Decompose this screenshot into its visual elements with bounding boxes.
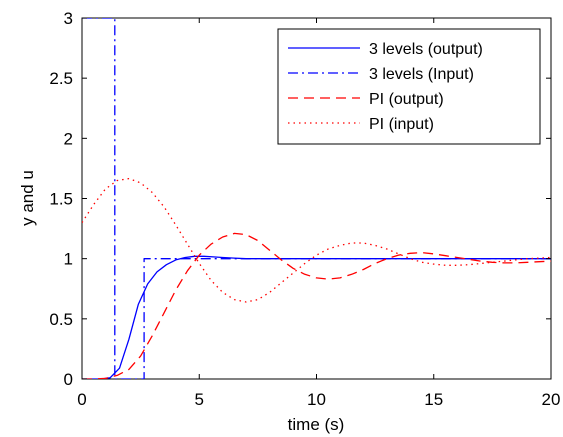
legend-label-2: 3 levels (Input) [369,66,474,83]
legend-label-4: PI (input) [369,116,434,133]
legend: 3 levels (output) 3 levels (Input) PI (out… [277,28,541,145]
legend-label-1: 3 levels (output) [369,41,483,58]
y-tick-label: 2 [64,129,73,148]
y-tick-label: 0.5 [49,310,73,329]
y-tick-label: 2.5 [49,69,73,88]
x-tick-label: 5 [195,390,204,409]
x-axis-ticks: 0 5 10 15 20 [77,18,560,409]
y-tick-label: 1.5 [49,190,73,209]
x-tick-label: 10 [307,390,326,409]
series-line-3 [82,232,551,379]
y-tick-label: 3 [64,9,73,28]
y-tick-label: 0 [64,370,73,389]
x-tick-label: 20 [542,390,561,409]
series-line-2 [82,18,551,379]
y-tick-label: 1 [64,250,73,269]
x-tick-label: 15 [424,390,443,409]
x-tick-label: 0 [77,390,86,409]
y-axis-label: y and u [18,170,37,226]
y-axis-ticks: 0 0.5 1 1.5 2 2.5 3 [49,9,551,389]
legend-label-3: PI (output) [369,91,444,108]
x-axis-label: time (s) [288,415,345,434]
series-layer [82,18,551,379]
